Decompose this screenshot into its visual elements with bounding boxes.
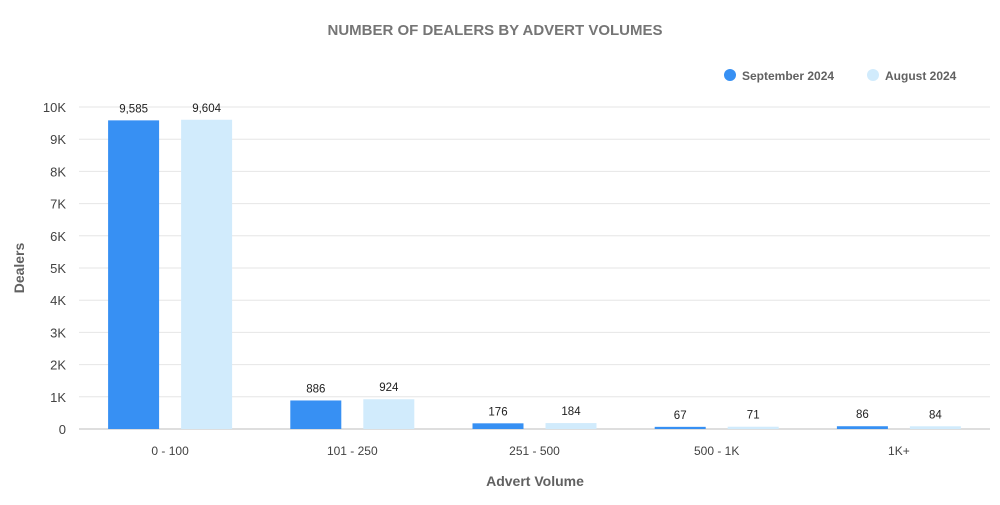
y-tick-label: 3K [50, 325, 66, 340]
data-label: 184 [561, 406, 581, 418]
y-tick-label: 7K [50, 197, 66, 212]
bar-august [181, 119, 233, 430]
bar-august [363, 399, 415, 429]
data-label: 86 [856, 409, 869, 421]
y-tick-label: 5K [50, 261, 66, 276]
y-tick-label: 0 [59, 422, 66, 437]
data-label: 886 [306, 383, 325, 395]
data-label: 924 [379, 382, 399, 394]
y-tick-label: 9K [50, 132, 66, 147]
legend-marker-august [867, 69, 879, 81]
bars [108, 119, 961, 430]
data-label: 9,604 [192, 103, 221, 115]
data-labels: 9,585 9,604 886 924 176 184 67 71 86 84 [119, 103, 942, 422]
x-tick-label: 101 - 250 [327, 444, 378, 458]
chart-title: NUMBER OF DEALERS BY ADVERT VOLUMES [327, 22, 662, 39]
y-tick-label: 2K [50, 358, 66, 373]
bar-september [108, 120, 160, 429]
y-tick-label: 4K [50, 293, 66, 308]
y-axis-ticks: 0 1K 2K 3K 4K 5K 6K 7K 8K 9K 10K [43, 100, 66, 437]
y-tick-label: 8K [50, 164, 66, 179]
data-label: 176 [488, 406, 507, 418]
data-label: 71 [747, 410, 760, 422]
data-label: 84 [929, 409, 942, 421]
y-tick-label: 1K [50, 390, 66, 405]
legend-label-august: August 2024 [885, 69, 957, 83]
bar-september [290, 400, 342, 429]
x-axis-title: Advert Volume [486, 473, 584, 489]
legend: September 2024 August 2024 [724, 69, 957, 83]
bar-august [909, 426, 961, 429]
y-tick-label: 6K [50, 229, 66, 244]
bar-august [545, 423, 597, 429]
y-tick-label: 10K [43, 100, 66, 115]
data-label: 67 [674, 410, 687, 422]
x-tick-label: 500 - 1K [694, 444, 739, 458]
legend-label-september: September 2024 [742, 69, 834, 83]
bar-september [472, 423, 524, 429]
x-tick-label: 0 - 100 [151, 444, 189, 458]
bar-september [654, 426, 706, 429]
x-tick-label: 1K+ [888, 444, 910, 458]
bar-august [727, 426, 779, 429]
bar-september [836, 426, 888, 429]
x-axis-ticks: 0 - 100 101 - 250 251 - 500 500 - 1K 1K+ [151, 444, 909, 458]
data-label: 9,585 [119, 103, 148, 115]
legend-marker-september [724, 69, 736, 81]
y-axis-title: Dealers [11, 242, 27, 293]
x-tick-label: 251 - 500 [509, 444, 560, 458]
